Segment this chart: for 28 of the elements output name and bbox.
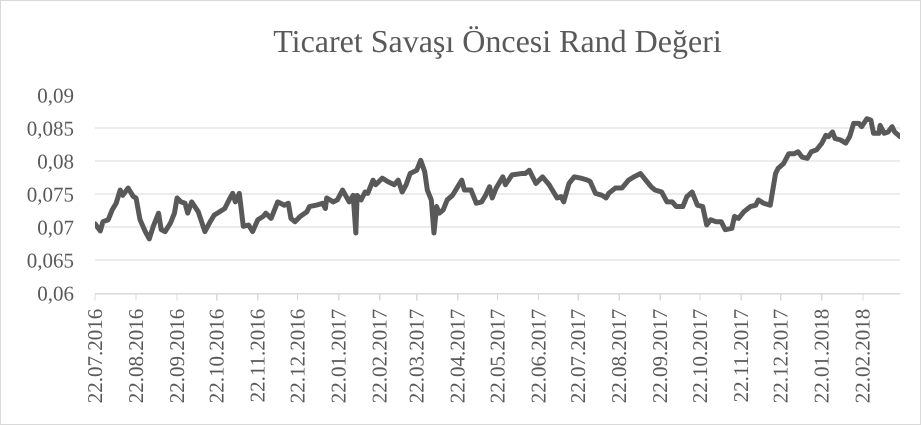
x-tick-label: 22.12.2017 [768, 308, 793, 404]
y-tick-label: 0,08 [37, 149, 74, 174]
x-tick-label: 22.08.2016 [124, 308, 148, 404]
y-tick-label: 0,065 [26, 248, 74, 272]
y-tick-label: 0,085 [26, 116, 74, 140]
x-tick-label: 22.07.2017 [566, 308, 590, 404]
y-tick-label: 0,075 [26, 182, 74, 206]
x-tick-label: 22.03.2017 [404, 308, 429, 404]
x-tick-label: 22.06.2017 [526, 308, 550, 404]
x-tick-label: 22.11.2017 [728, 308, 753, 402]
x-tick-label: 22.02.2018 [850, 308, 875, 404]
x-tick-label: 22.11.2016 [246, 308, 270, 402]
x-tick-label: 22.01.2017 [326, 308, 350, 404]
x-tick-label: 22.02.2017 [367, 308, 392, 404]
x-tick-label: 22.01.2018 [810, 308, 834, 404]
x-tick-label: 22.12.2016 [285, 308, 310, 404]
x-tick-label: 22.04.2017 [446, 308, 470, 404]
x-tick-label: 22.10.2017 [688, 308, 712, 404]
x-tick-label: 22.09.2016 [164, 308, 189, 404]
y-tick-label: 0,07 [37, 215, 74, 240]
chart-title: Ticaret Savaşı Öncesi Rand Değeri [273, 23, 722, 60]
x-tick-label: 22.05.2017 [485, 308, 510, 404]
y-tick-label: 0,06 [37, 281, 74, 306]
x-tick-label: 22.09.2017 [648, 308, 672, 404]
x-tick-label: 22.08.2017 [607, 308, 632, 404]
y-tick-label: 0,09 [37, 83, 74, 108]
x-tick-label: 22.07.2016 [82, 308, 107, 404]
x-tick-label: 22.10.2016 [204, 308, 229, 404]
